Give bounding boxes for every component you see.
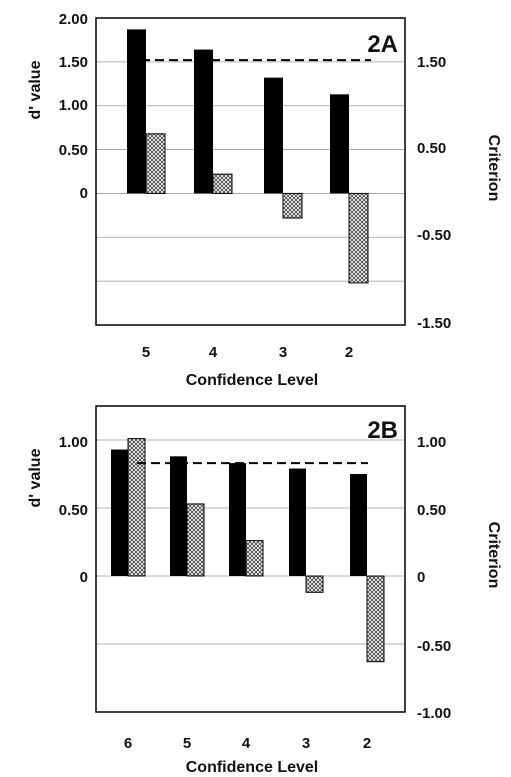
- bars-2b: [111, 438, 385, 663]
- bar-criterion-2b: [186, 503, 205, 577]
- bar-criterion-2a: [282, 192, 303, 219]
- x-tick-2a: 3: [279, 344, 287, 361]
- y-tick-left-2a: 0.50: [59, 142, 88, 159]
- y-tick-right-2b: 0: [417, 569, 425, 586]
- y-tick-right-2a: 0.50: [417, 140, 446, 157]
- y-tick-left-2b: 1.00: [59, 434, 88, 451]
- y-axis-label-left-2b: d' value: [27, 448, 44, 507]
- x-axis-label-2a: Confidence Level: [186, 372, 318, 389]
- bar-criterion-2a: [212, 173, 233, 194]
- plot-frame-2b: [95, 405, 406, 713]
- y-axis-label-right-2a: Criterion: [485, 135, 502, 202]
- x-tick-2b: 5: [183, 735, 191, 752]
- x-tick-2b: 3: [302, 735, 310, 752]
- bar-dprime-2a: [194, 49, 213, 194]
- bar-dprime-2b: [289, 468, 306, 576]
- panel-label-2b: 2B: [367, 417, 398, 444]
- x-tick-2b: 2: [363, 735, 371, 752]
- bar-dprime-2a: [330, 94, 349, 194]
- chart-2b: 2B 1.00 0.50 0 1.00 0.50 0 -0.50 -1.00 6…: [27, 405, 502, 776]
- y-tick-left-2a: 1.50: [59, 54, 88, 71]
- bar-criterion-2a: [145, 133, 166, 194]
- y-tick-right-2a: -0.50: [417, 227, 451, 244]
- y-tick-left-2a: 1.00: [59, 97, 88, 114]
- y-axis-label-right-2b: Criterion: [485, 522, 502, 589]
- bar-dprime-2a: [127, 29, 146, 194]
- y-tick-right-2b: -1.00: [417, 705, 451, 722]
- y-tick-left-2a: 0: [80, 185, 88, 202]
- x-tick-2a: 5: [142, 344, 150, 361]
- chart-2a: 2A 2.00 1.50 1.00 0.50 0 1.50 0.50 -0.50…: [27, 11, 502, 389]
- y-tick-left-2b: 0: [80, 569, 88, 586]
- bar-dprime-2b: [170, 456, 187, 576]
- bar-dprime-2b: [350, 474, 367, 576]
- y-tick-right-2b: 0.50: [417, 502, 446, 519]
- bar-dprime-2b: [229, 463, 246, 576]
- bar-dprime-2a: [264, 77, 283, 194]
- x-axis-label-2b: Confidence Level: [186, 759, 318, 776]
- y-tick-left-2b: 0.50: [59, 502, 88, 519]
- bar-criterion-2b: [127, 438, 146, 577]
- bar-dprime-2b: [111, 449, 128, 576]
- x-tick-2a: 4: [209, 344, 218, 361]
- bar-criterion-2b: [245, 540, 264, 577]
- bar-criterion-2b: [366, 575, 385, 663]
- y-tick-right-2b: -0.50: [417, 638, 451, 655]
- bars-2a: [127, 29, 369, 284]
- y-tick-right-2a: -1.50: [417, 315, 451, 332]
- plot-frame-2a: [95, 17, 406, 326]
- x-tick-2a: 2: [345, 344, 353, 361]
- panel-label-2a: 2A: [367, 31, 398, 58]
- y-tick-right-2b: 1.00: [417, 434, 446, 451]
- y-axis-label-left-2a: d' value: [27, 60, 44, 119]
- x-tick-2b: 4: [242, 735, 251, 752]
- bar-criterion-2b: [305, 575, 324, 593]
- x-tick-2b: 6: [124, 735, 132, 752]
- y-tick-right-2a: 1.50: [417, 54, 446, 71]
- y-tick-left-2a: 2.00: [59, 11, 88, 28]
- bar-criterion-2a: [348, 192, 369, 284]
